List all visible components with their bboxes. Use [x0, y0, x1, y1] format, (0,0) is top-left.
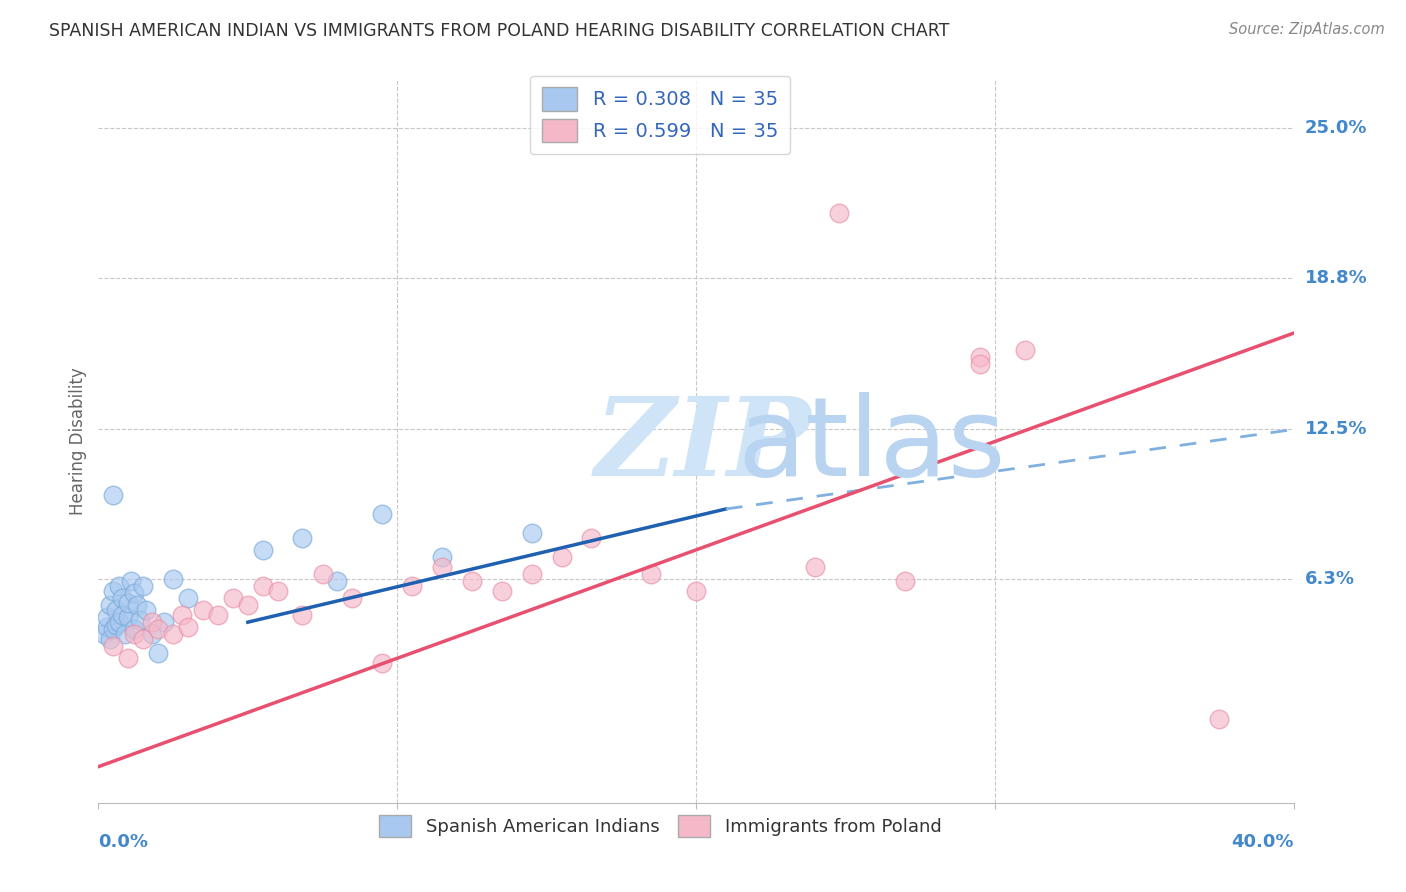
Point [685, 583, 707, 598]
Point [581, 531, 603, 545]
Point [114, 627, 136, 641]
Point [162, 627, 184, 641]
Point [148, 623, 170, 637]
Point [550, 550, 572, 565]
Point [141, 627, 163, 641]
Legend: Spanish American Indians, Immigrants from Poland: Spanish American Indians, Immigrants fro… [371, 808, 949, 845]
Text: 0.0%: 0.0% [98, 833, 149, 851]
Point [103, 623, 125, 637]
Text: ZIP: ZIP [595, 392, 811, 500]
Point [124, 586, 146, 600]
Point [236, 599, 259, 613]
Point [172, 607, 194, 622]
Point [132, 632, 155, 646]
Point [96, 610, 118, 624]
Point [111, 591, 134, 606]
Point [252, 542, 274, 557]
Point [311, 567, 333, 582]
Point [520, 567, 543, 582]
Text: atlas: atlas [738, 392, 1005, 500]
Point [162, 572, 184, 586]
Point [177, 591, 200, 606]
Point [117, 651, 139, 665]
Point [267, 583, 290, 598]
Point [96, 620, 118, 634]
Point [207, 607, 229, 622]
Point [98, 599, 122, 613]
Point [828, 205, 851, 219]
Point [371, 507, 394, 521]
Point [461, 574, 484, 589]
Point [153, 615, 176, 630]
Text: 18.8%: 18.8% [1305, 268, 1368, 286]
Text: 40.0%: 40.0% [1232, 833, 1294, 851]
Point [177, 620, 200, 634]
Text: Source: ZipAtlas.com: Source: ZipAtlas.com [1229, 22, 1385, 37]
Point [291, 607, 314, 622]
Point [111, 607, 134, 622]
Text: SPANISH AMERICAN INDIAN VS IMMIGRANTS FROM POLAND HEARING DISABILITY CORRELATION: SPANISH AMERICAN INDIAN VS IMMIGRANTS FR… [49, 22, 949, 40]
Point [804, 559, 827, 574]
Text: 25.0%: 25.0% [1305, 120, 1367, 137]
Point [969, 350, 991, 364]
Point [105, 603, 128, 617]
Text: 12.5%: 12.5% [1305, 420, 1367, 439]
Point [124, 627, 146, 641]
Point [148, 647, 170, 661]
Point [640, 567, 662, 582]
Point [117, 596, 139, 610]
Point [141, 615, 163, 630]
Point [124, 623, 146, 637]
Point [520, 526, 543, 541]
Point [117, 610, 139, 624]
Point [1208, 712, 1230, 726]
Point [98, 632, 122, 646]
Point [108, 615, 131, 630]
Point [326, 574, 349, 589]
Point [371, 656, 394, 670]
Point [430, 550, 453, 565]
Point [127, 599, 149, 613]
Point [135, 603, 157, 617]
Point [105, 617, 128, 632]
Point [191, 603, 214, 617]
Point [969, 358, 991, 372]
Text: 6.3%: 6.3% [1305, 570, 1354, 588]
Point [430, 559, 453, 574]
Point [222, 591, 245, 606]
Point [103, 639, 125, 653]
Point [120, 574, 142, 589]
Point [342, 591, 364, 606]
Point [1014, 343, 1036, 357]
Point [129, 613, 152, 627]
Point [103, 583, 125, 598]
Point [894, 574, 917, 589]
Point [252, 579, 274, 593]
Point [103, 487, 125, 501]
Y-axis label: Hearing Disability: Hearing Disability [69, 368, 87, 516]
Point [108, 579, 131, 593]
Point [401, 579, 423, 593]
Point [291, 531, 314, 545]
Point [491, 583, 513, 598]
Point [93, 627, 115, 641]
Point [132, 579, 155, 593]
